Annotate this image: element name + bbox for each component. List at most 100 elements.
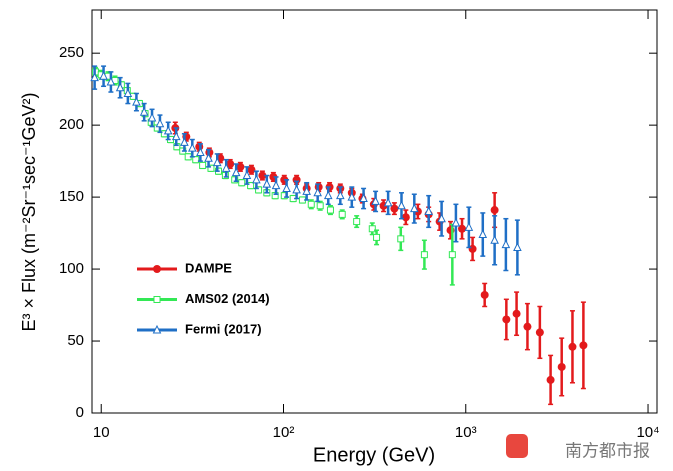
x-axis-label: Energy (GeV) [313, 444, 435, 466]
marker [313, 187, 322, 197]
marker [397, 235, 405, 243]
marker [106, 76, 116, 86]
marker [207, 164, 215, 172]
marker [247, 182, 255, 190]
marker [371, 196, 380, 205]
marker [155, 118, 165, 128]
marker [523, 322, 532, 331]
marker [535, 328, 544, 337]
marker [147, 112, 157, 122]
marker [231, 167, 241, 177]
marker [568, 342, 577, 351]
marker [187, 143, 197, 152]
y-tick-label: 0 [76, 404, 84, 421]
x-tick-label: 10³ [455, 424, 477, 441]
marker [480, 290, 489, 299]
marker [139, 107, 149, 116]
marker [212, 157, 222, 167]
marker [353, 218, 361, 226]
marker [247, 165, 256, 174]
marker [323, 190, 333, 200]
marker [579, 341, 588, 350]
marker [204, 153, 213, 162]
marker [262, 179, 272, 188]
marker [292, 184, 301, 194]
marker [546, 375, 555, 384]
y-tick-label: 250 [59, 44, 84, 61]
marker [180, 137, 189, 146]
marker [437, 213, 446, 223]
marker [458, 224, 467, 233]
marker [359, 193, 368, 203]
marker [451, 217, 461, 227]
marker [557, 362, 566, 371]
marker [420, 251, 428, 259]
marker [336, 190, 345, 200]
marker [123, 88, 133, 97]
marker [115, 82, 125, 92]
marker [368, 225, 376, 233]
marker [242, 170, 252, 180]
marker [307, 200, 315, 208]
marker [153, 265, 161, 273]
marker [478, 229, 488, 239]
marker [238, 179, 246, 187]
marker [338, 210, 346, 218]
marker [448, 251, 456, 259]
y-tick-label: 100 [59, 260, 84, 277]
watermark-logo [506, 434, 528, 458]
plot-frame [91, 9, 658, 414]
marker [221, 163, 231, 172]
y-axis-label: E³ × Flux (m⁻²Sr⁻¹sec⁻¹GeV²) [19, 92, 39, 331]
y-tick-label: 200 [59, 116, 84, 133]
x-tick-label: 10 [93, 424, 110, 441]
marker [316, 202, 324, 210]
marker [163, 125, 173, 135]
legend-label: Fermi (2017) [185, 321, 262, 336]
marker [252, 174, 261, 184]
marker [90, 72, 99, 82]
marker [490, 235, 499, 244]
marker [326, 206, 334, 214]
marker [231, 176, 239, 184]
marker [373, 233, 381, 241]
y-tick-label: 150 [59, 188, 84, 205]
marker [512, 309, 521, 318]
marker [501, 239, 511, 249]
marker [132, 96, 141, 106]
legend: DAMPE AMS02 (2014) Fermi (2017) [137, 260, 270, 336]
marker [347, 191, 357, 201]
watermark-text: 南方都市报 [565, 441, 650, 460]
marker [196, 147, 205, 156]
legend-label: AMS02 (2014) [185, 291, 270, 306]
marker [490, 206, 499, 215]
marker [424, 206, 433, 215]
marker [258, 171, 267, 180]
series [90, 65, 522, 276]
marker [152, 324, 162, 334]
marker [302, 186, 311, 195]
marker [464, 222, 474, 231]
marker [255, 186, 263, 194]
marker [390, 204, 399, 213]
x-tick-label: 10⁴ [636, 424, 659, 441]
marker [153, 296, 161, 303]
marker [199, 161, 207, 169]
marker [513, 242, 522, 251]
marker [99, 71, 108, 80]
marker [192, 156, 200, 164]
marker [502, 315, 511, 324]
marker [226, 160, 235, 169]
watermark: 南方都市报 [506, 434, 650, 460]
marker [401, 213, 410, 222]
x-tick-label: 10² [273, 424, 295, 441]
legend-label: DAMPE [185, 260, 232, 275]
marker [236, 162, 245, 171]
marker [383, 197, 393, 207]
marker [271, 180, 281, 190]
marker [282, 183, 291, 192]
y-tick-label: 50 [67, 332, 84, 349]
marker [397, 200, 406, 210]
marker [171, 131, 181, 141]
